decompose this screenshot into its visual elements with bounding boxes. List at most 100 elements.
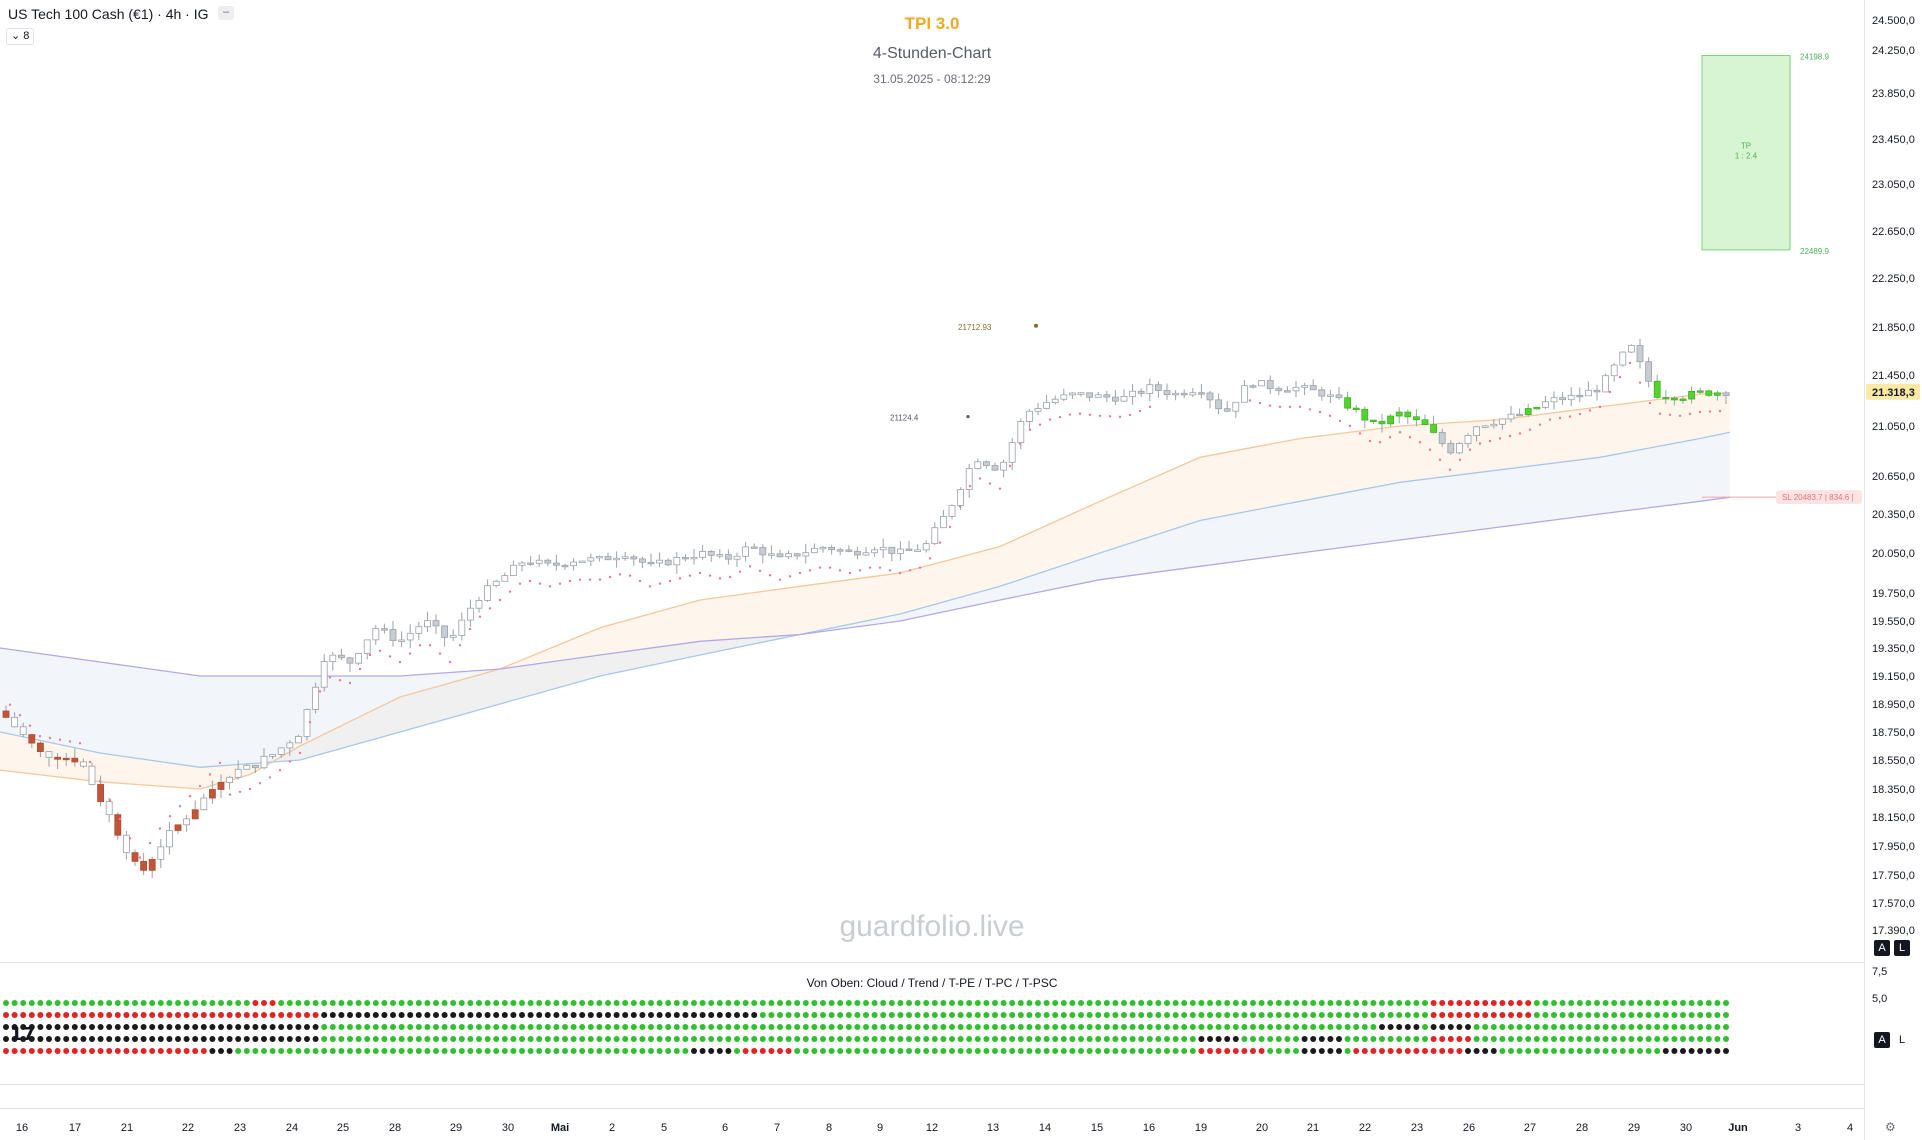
candle-body [553,562,560,566]
signal-dot [1052,1036,1059,1042]
trend-dot [318,690,322,693]
log-scale-button[interactable]: L [1894,940,1910,956]
signal-dot [553,1048,560,1054]
gear-icon[interactable]: ⚙ [1885,1120,1896,1134]
trend-dot [638,579,642,583]
signal-dot [742,1024,749,1030]
trend-dot [198,784,202,788]
indicator-log-scale-button[interactable]: L [1894,1032,1910,1048]
signal-dot [1189,1036,1196,1042]
signal-dot [1422,1000,1428,1006]
candle-body [1266,380,1274,390]
signal-dot [200,1036,207,1042]
time-tick-label: 8 [826,1122,832,1134]
candle-body [957,489,964,506]
signal-dot [1043,1000,1050,1006]
trend-dot [1458,458,1462,461]
signal-dot [364,1036,371,1042]
signal-dot [673,1024,680,1030]
candle-body [931,527,939,545]
signal-dot [243,1036,250,1042]
trend-dot [1678,414,1682,417]
signal-dot [1121,1024,1127,1030]
symbol-title[interactable]: US Tech 100 Cash (€1) · 4h · IG [8,6,209,22]
signal-dot [1697,1036,1704,1042]
time-tick-label: 16 [16,1122,28,1134]
signal-dot [1060,1036,1067,1042]
signal-dot [1267,1036,1274,1042]
signal-dot [587,1036,594,1042]
pane-separator[interactable] [0,962,1864,963]
auto-scale-button[interactable]: A [1874,940,1890,956]
candle-body [682,556,689,560]
signal-dot [974,1000,981,1006]
signal-dot [1009,1024,1016,1030]
indicator-auto-scale-button[interactable]: A [1874,1032,1890,1048]
trend-dot [1628,361,1632,365]
minimize-legend-button[interactable]: – [218,6,234,20]
signal-dot [863,1012,869,1018]
trend-dot [948,525,952,529]
candle-body [1516,413,1523,417]
signal-dot [1146,1000,1153,1006]
trend-dot [188,795,192,798]
signal-dot [501,1024,508,1030]
legend-collapse-button[interactable]: ⌄ 8 [6,28,35,45]
trend-dot [288,760,292,763]
signal-dot [1413,1012,1420,1018]
signal-dot [1525,1024,1532,1030]
signal-dot [1155,1012,1162,1018]
trend-dot [918,566,922,569]
signal-dot [777,1048,783,1054]
cloud-fill-lower [0,432,1730,768]
signal-dot [1232,1012,1239,1018]
trend-dot [108,799,112,802]
signal-dot [1293,1048,1299,1054]
signal-dot [157,1036,164,1042]
signal-dot [390,1024,396,1030]
signal-dot [931,1000,938,1006]
trend-dot [798,571,802,575]
signal-dot [1413,1000,1420,1006]
signal-dot [1576,1048,1583,1054]
signal-dot [493,1024,500,1030]
signal-dot [544,1036,551,1042]
signal-dot [1361,1024,1368,1030]
time-tick-label: 23 [234,1122,246,1134]
candle-body [355,653,363,664]
signal-dot [1568,1024,1575,1030]
signal-dot [1439,1048,1446,1054]
signal-dot [785,1036,792,1042]
signal-dot [1069,1036,1076,1042]
signal-dot [278,1012,285,1018]
time-tick-label: 28 [389,1122,401,1134]
signal-dot [553,1024,560,1030]
signal-dot [544,1000,551,1006]
signal-dot [1078,1000,1084,1006]
signal-dot [1516,1012,1523,1018]
signal-dot [20,1048,27,1054]
signal-dot [906,1024,912,1030]
signal-dot [1086,1024,1093,1030]
signal-dot [630,1048,637,1054]
signal-dot [1207,1012,1213,1018]
signal-dot [622,1048,629,1054]
signal-dot [888,1012,895,1018]
trend-dot [1148,405,1152,409]
signal-dot [157,1024,164,1030]
trend-dot [708,574,712,577]
signal-dot [1533,1024,1540,1030]
trend-dot [308,721,312,724]
time-tick-label: 5 [661,1122,667,1134]
tradingview-logo[interactable]: 17 [10,1024,36,1045]
trend-dot [778,578,782,581]
signal-dot [742,1036,749,1042]
signal-dot [364,1024,371,1030]
signal-dot [1585,1024,1592,1030]
time-tick-label: 30 [1680,1122,1692,1134]
signal-dot [1585,1000,1592,1006]
signal-dot [407,1036,414,1042]
cloud-line-mid [0,431,1731,768]
signal-dot [1164,1048,1170,1054]
